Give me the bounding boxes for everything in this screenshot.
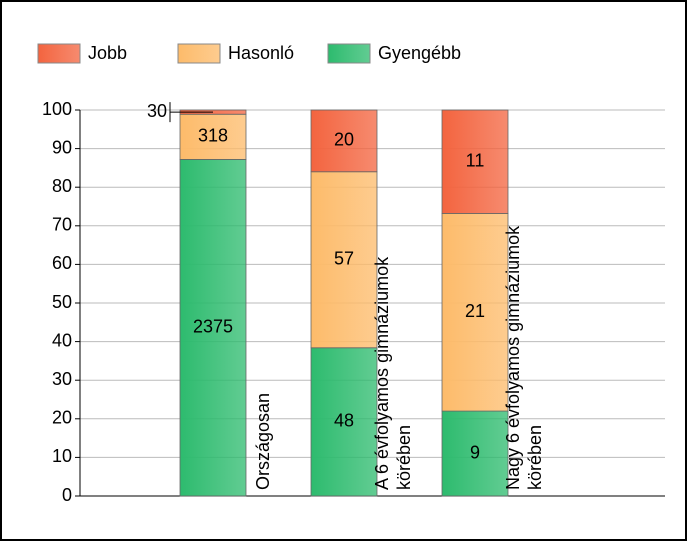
data-label: 48 (334, 411, 354, 431)
y-tick-label: 100 (42, 99, 72, 119)
data-label: 21 (465, 301, 485, 321)
y-tick-label: 30 (52, 369, 72, 389)
data-label: 30 (147, 101, 167, 121)
legend-label: Hasonló (228, 43, 294, 63)
y-tick-label: 80 (52, 176, 72, 196)
data-label: 2375 (193, 316, 233, 336)
data-label: 20 (334, 130, 354, 150)
y-tick-label: 10 (52, 446, 72, 466)
y-tick-label: 20 (52, 408, 72, 428)
y-tick-label: 0 (62, 485, 72, 505)
y-tick-label: 40 (52, 330, 72, 350)
legend-label: Gyengébb (378, 43, 461, 63)
bar-segment (310, 171, 378, 349)
bar-segment (441, 410, 509, 497)
x-category-label: Országosan (253, 393, 273, 490)
data-label: 9 (470, 442, 480, 462)
data-label: 57 (334, 249, 354, 269)
data-label: 11 (466, 150, 485, 170)
bar-segment (310, 347, 378, 497)
y-tick-label: 90 (52, 137, 72, 157)
legend-label: Jobb (88, 43, 127, 63)
y-tick-label: 60 (52, 253, 72, 273)
x-category-label: A 6 évfolyamos gimnáziumok körében (372, 256, 414, 490)
data-label: 318 (198, 126, 228, 146)
bar-segment (179, 159, 247, 497)
y-tick-label: 50 (52, 292, 72, 312)
bar-segment (441, 109, 509, 214)
legend-swatch (327, 43, 371, 64)
bar-segment (441, 213, 509, 412)
bar-segment (310, 109, 378, 173)
legend-swatch (37, 43, 81, 64)
legend-swatch (177, 43, 221, 64)
y-tick-label: 70 (52, 215, 72, 235)
x-category-label: Nagy 6 évfolyamos gimnáziumok körében (503, 225, 545, 490)
